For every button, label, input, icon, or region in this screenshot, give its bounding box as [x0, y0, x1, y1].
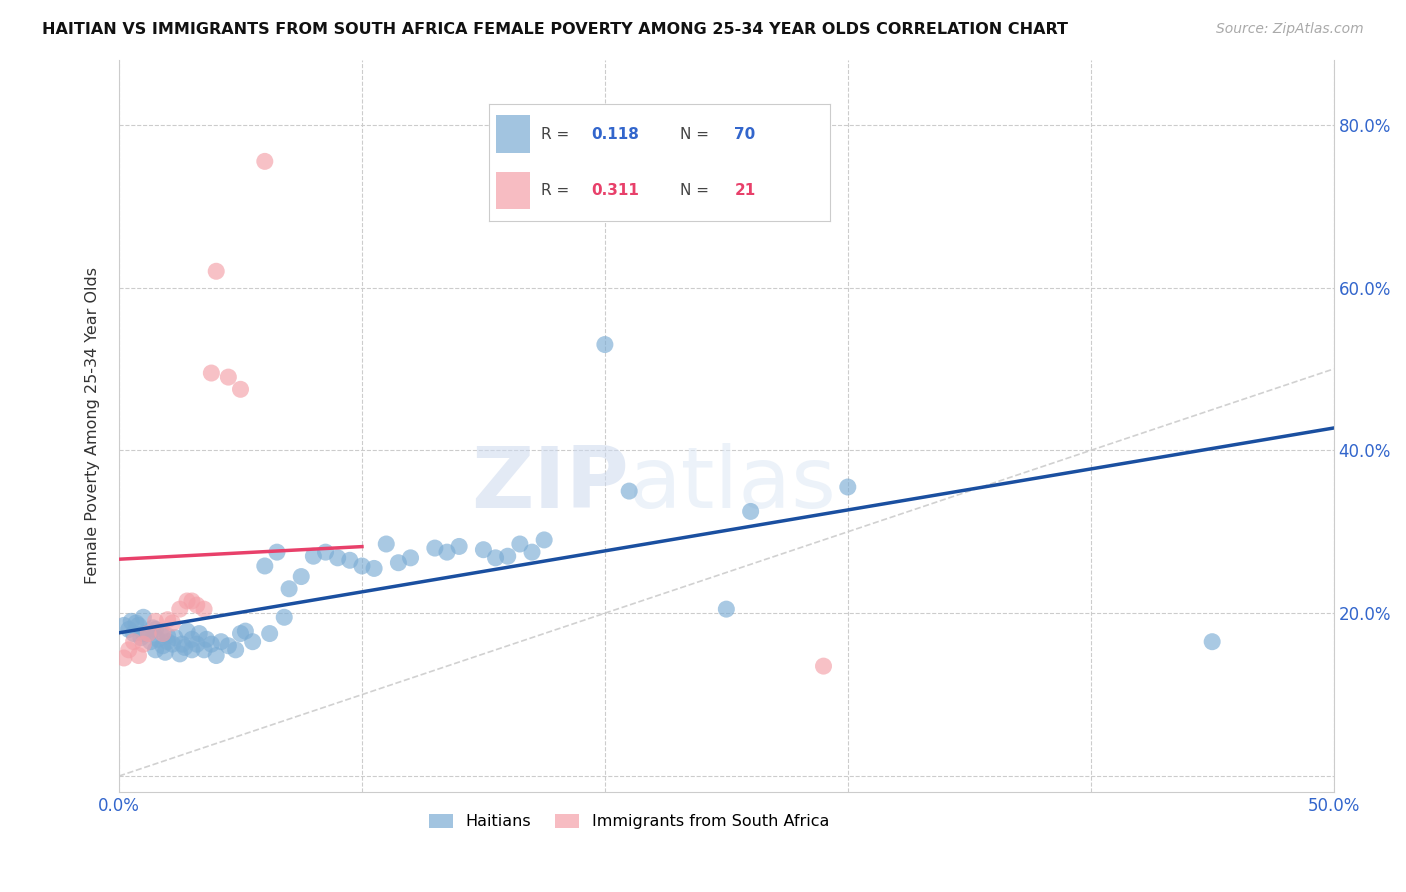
- Point: [136, 626, 159, 640]
- Point: [209, 634, 232, 648]
- Point: [142, 621, 165, 635]
- Text: atlas: atlas: [628, 443, 837, 526]
- Point: [120, 615, 142, 629]
- Point: [387, 556, 409, 570]
- Point: [122, 634, 145, 648]
- Point: [169, 602, 191, 616]
- Point: [326, 550, 349, 565]
- Point: [205, 648, 228, 663]
- Point: [1201, 634, 1223, 648]
- Point: [423, 541, 446, 555]
- Point: [153, 645, 176, 659]
- Point: [176, 624, 198, 639]
- Point: [375, 537, 398, 551]
- Point: [290, 569, 312, 583]
- Point: [484, 550, 506, 565]
- Point: [186, 598, 208, 612]
- Point: [229, 626, 252, 640]
- Point: [162, 637, 184, 651]
- Point: [181, 632, 204, 647]
- Point: [149, 624, 172, 639]
- Legend: Haitians, Immigrants from South Africa: Haitians, Immigrants from South Africa: [423, 807, 835, 836]
- Point: [132, 626, 155, 640]
- Point: [173, 640, 195, 655]
- Text: ZIP: ZIP: [471, 443, 628, 526]
- Point: [229, 382, 252, 396]
- Y-axis label: Female Poverty Among 25-34 Year Olds: Female Poverty Among 25-34 Year Olds: [86, 268, 100, 584]
- Point: [186, 637, 208, 651]
- Point: [118, 643, 141, 657]
- Point: [363, 561, 385, 575]
- Point: [617, 484, 640, 499]
- Point: [129, 631, 152, 645]
- Point: [350, 559, 373, 574]
- Point: [156, 613, 179, 627]
- Point: [449, 540, 471, 554]
- Point: [112, 651, 135, 665]
- Point: [156, 634, 179, 648]
- Point: [112, 618, 135, 632]
- Point: [217, 370, 239, 384]
- Point: [533, 533, 555, 547]
- Point: [593, 337, 616, 351]
- Point: [125, 615, 148, 630]
- Point: [193, 602, 215, 616]
- Point: [169, 647, 191, 661]
- Point: [302, 549, 325, 564]
- Point: [315, 545, 337, 559]
- Point: [152, 639, 174, 653]
- Point: [132, 610, 155, 624]
- Point: [520, 545, 543, 559]
- Point: [118, 623, 141, 637]
- Point: [242, 634, 264, 648]
- Point: [181, 594, 204, 608]
- Point: [217, 639, 239, 653]
- Point: [122, 626, 145, 640]
- Point: [266, 545, 288, 559]
- Point: [181, 643, 204, 657]
- Point: [145, 643, 167, 657]
- Point: [813, 659, 835, 673]
- Point: [200, 366, 222, 380]
- Point: [127, 618, 149, 632]
- Point: [127, 648, 149, 663]
- Point: [837, 480, 859, 494]
- Point: [716, 602, 738, 616]
- Point: [436, 545, 458, 559]
- Point: [235, 624, 257, 639]
- Point: [225, 643, 247, 657]
- Point: [146, 632, 169, 647]
- Point: [188, 626, 211, 640]
- Point: [253, 559, 276, 574]
- Point: [193, 643, 215, 657]
- Point: [145, 615, 167, 629]
- Point: [163, 631, 186, 645]
- Point: [162, 615, 184, 630]
- Point: [205, 264, 228, 278]
- Point: [145, 623, 167, 637]
- Point: [509, 537, 531, 551]
- Point: [136, 626, 159, 640]
- Point: [273, 610, 295, 624]
- Point: [156, 629, 179, 643]
- Point: [176, 594, 198, 608]
- Point: [399, 550, 422, 565]
- Text: Source: ZipAtlas.com: Source: ZipAtlas.com: [1216, 22, 1364, 37]
- Point: [278, 582, 301, 596]
- Point: [132, 637, 155, 651]
- Point: [195, 632, 218, 647]
- Point: [152, 626, 174, 640]
- Point: [259, 626, 281, 640]
- Point: [200, 637, 222, 651]
- Point: [139, 634, 162, 648]
- Point: [339, 553, 361, 567]
- Point: [740, 504, 762, 518]
- Point: [172, 637, 194, 651]
- Text: HAITIAN VS IMMIGRANTS FROM SOUTH AFRICA FEMALE POVERTY AMONG 25-34 YEAR OLDS COR: HAITIAN VS IMMIGRANTS FROM SOUTH AFRICA …: [42, 22, 1069, 37]
- Point: [496, 549, 519, 564]
- Point: [253, 154, 276, 169]
- Point: [472, 542, 495, 557]
